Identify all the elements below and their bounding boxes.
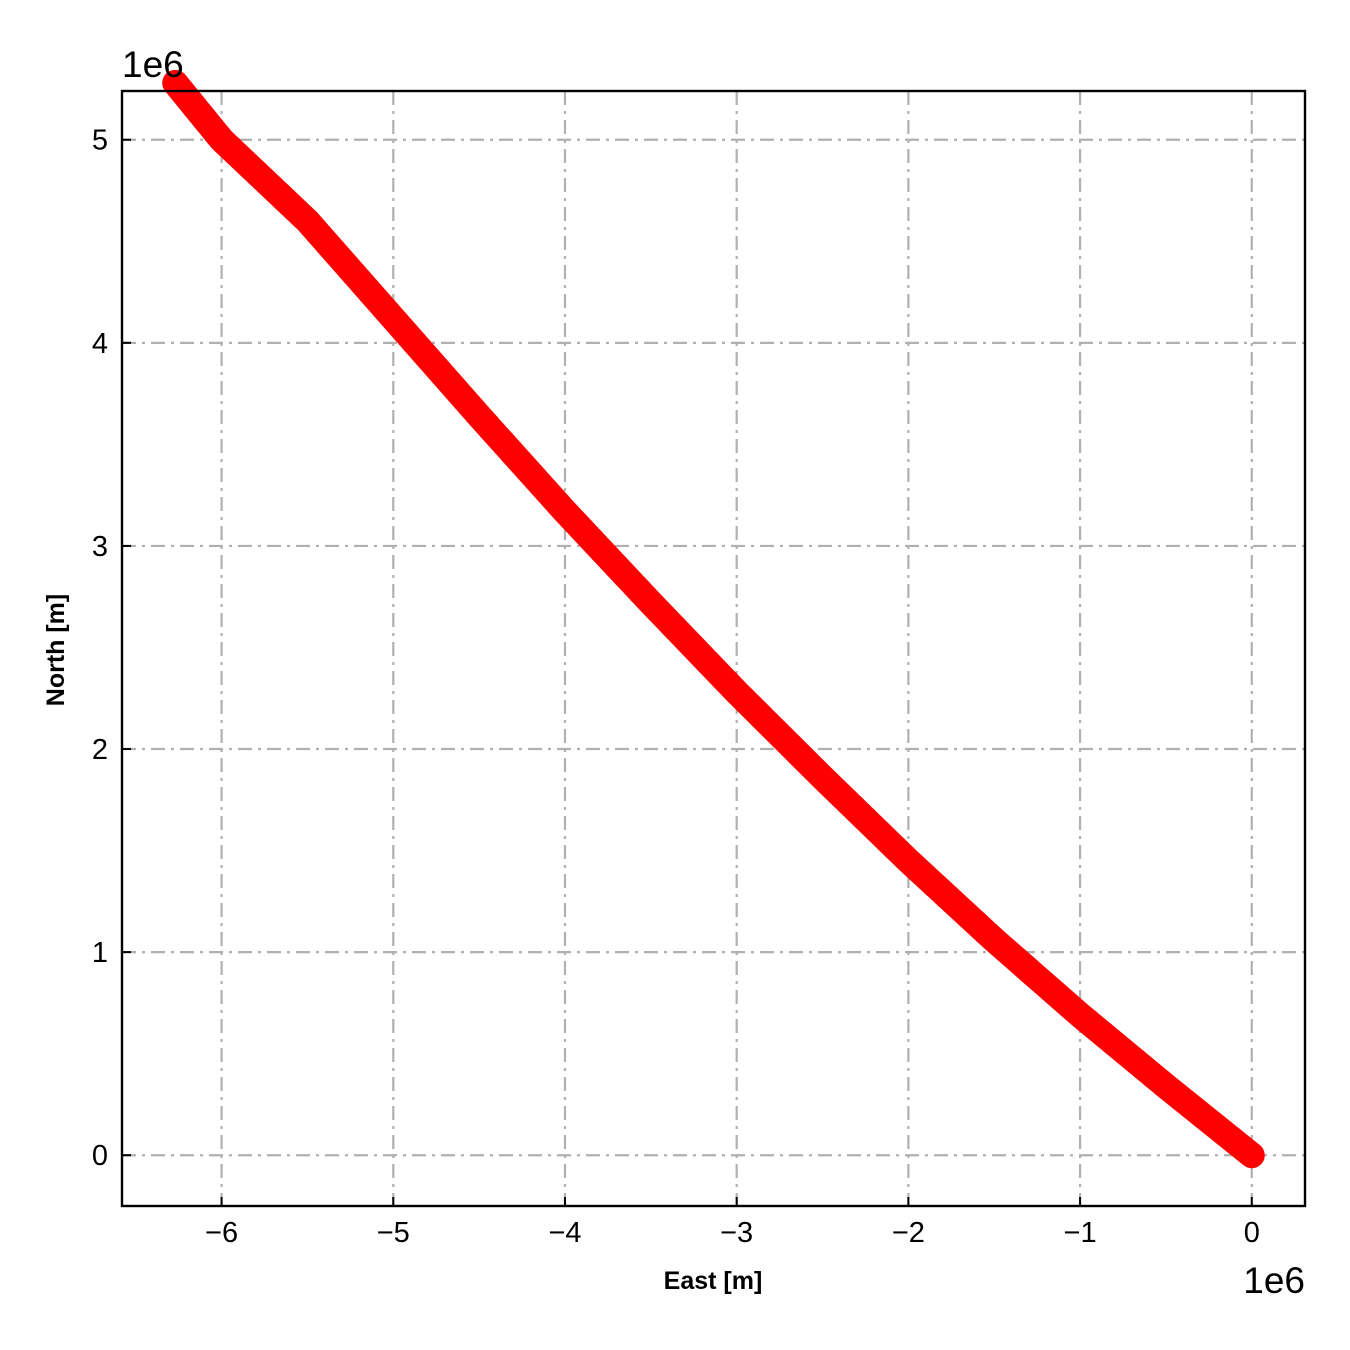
- y-tick-label: 2: [92, 734, 108, 766]
- x-tick-label: −5: [377, 1217, 410, 1249]
- plot-frame: [120, 89, 1307, 1208]
- x-tick-label: −2: [892, 1217, 925, 1249]
- y-tick-label: 0: [92, 1140, 108, 1172]
- x-tick-label: −6: [205, 1217, 238, 1249]
- x-axis-title: East [m]: [664, 1267, 763, 1295]
- x-tick-label: 0: [1244, 1217, 1260, 1249]
- x-tick-labels: −6 −5 −4 −3 −2 −1 0: [205, 1217, 1260, 1249]
- y-tick-label: 3: [92, 531, 108, 563]
- data-points: [162, 69, 1265, 1169]
- y-axis-title: North [m]: [42, 594, 70, 706]
- data-point: [162, 69, 189, 96]
- grid: [122, 91, 1305, 1206]
- x-tick-label: −1: [1064, 1217, 1097, 1249]
- x-offset-label: 1e6: [1243, 1260, 1305, 1301]
- x-tick-label: −4: [548, 1217, 581, 1249]
- y-tick-labels: 0 1 2 3 4 5: [92, 125, 108, 1172]
- ticks: [122, 138, 1253, 1206]
- y-offset-label: 1e6: [122, 44, 184, 85]
- y-tick-label: 5: [92, 125, 108, 157]
- y-tick-label: 1: [92, 937, 108, 969]
- y-tick-label: 4: [92, 328, 108, 360]
- x-tick-label: −3: [720, 1217, 753, 1249]
